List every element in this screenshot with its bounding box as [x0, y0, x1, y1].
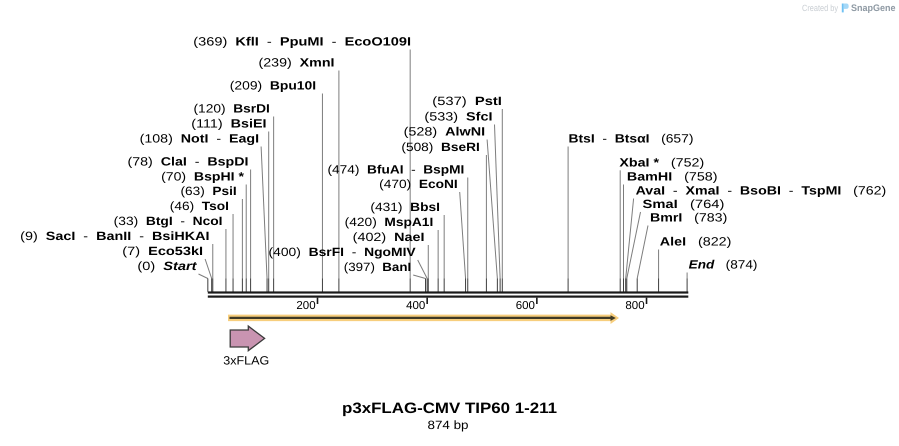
svg-text:400: 400	[406, 300, 425, 312]
svg-text:AleI (822): AleI (822)	[660, 235, 732, 249]
svg-text:p3xFLAG-CMV TIP60 1-211: p3xFLAG-CMV TIP60 1-211	[342, 400, 557, 417]
svg-text:AvaI - XmaI - BsoBI - Ts: AvaI - XmaI - BsoBI - TspMI (762)	[636, 184, 887, 198]
svg-text:(420) MspA1I: (420) MspA1I	[345, 215, 434, 229]
svg-text:End (874): End (874)	[689, 258, 758, 272]
svg-text:(508) BseRI: (508) BseRI	[401, 140, 479, 154]
svg-text:SmaI (764): SmaI (764)	[643, 197, 725, 211]
svg-text:(209) Bpu10I: (209) Bpu10I	[230, 79, 316, 93]
svg-text:800: 800	[625, 300, 644, 312]
svg-text:(402) NaeI: (402) NaeI	[353, 230, 425, 244]
svg-text:874 bp: 874 bp	[428, 418, 469, 432]
svg-text:SnapGene: SnapGene	[851, 3, 896, 14]
svg-text:(33) BtgI - NcoI: (33) BtgI - NcoI	[114, 214, 223, 228]
svg-text:BamHI (758): BamHI (758)	[627, 170, 718, 184]
svg-text:(537) PstI: (537) PstI	[432, 94, 502, 108]
svg-text:(108) NotI - EagI: (108) NotI - EagI	[140, 132, 260, 146]
svg-text:600: 600	[516, 300, 535, 312]
svg-text:(7) Eco53kI: (7) Eco53kI	[122, 244, 203, 258]
svg-text:(0) Start: (0) Start	[137, 259, 197, 273]
svg-text:(400) BsrFI - NgoMIV: (400) BsrFI - NgoMIV	[269, 245, 416, 259]
svg-text:(239) XmnI: (239) XmnI	[259, 56, 335, 70]
svg-text:(470) EcoNI: (470) EcoNI	[379, 177, 458, 191]
svg-text:200: 200	[296, 300, 315, 312]
svg-text:(533) SfcI: (533) SfcI	[424, 110, 492, 124]
svg-text:XbaI * (752): XbaI * (752)	[619, 155, 704, 169]
svg-text:Created by: Created by	[802, 3, 838, 13]
svg-text:(78) ClaI - BspDI: (78) ClaI - BspDI	[127, 155, 248, 169]
svg-text:BmrI (783): BmrI (783)	[650, 211, 727, 225]
svg-text:BtsI - BtsαI (657): BtsI - BtsαI (657)	[569, 132, 694, 146]
svg-text:3xFLAG: 3xFLAG	[223, 353, 269, 367]
svg-text:(70) BspHI *: (70) BspHI *	[161, 170, 244, 184]
svg-text:(63) PsiI: (63) PsiI	[181, 184, 237, 198]
svg-text:(120) BsrDI: (120) BsrDI	[193, 102, 269, 116]
svg-text:(474) BfuAI - BspMI: (474) BfuAI - BspMI	[328, 163, 465, 177]
svg-text:(111) BsiEI: (111) BsiEI	[191, 117, 266, 131]
svg-text:(397) BanI: (397) BanI	[344, 260, 411, 274]
svg-text:(369) KflI - PpuMI - EcoO: (369) KflI - PpuMI - EcoO109I	[193, 35, 411, 49]
svg-text:(528) AlwNI: (528) AlwNI	[404, 125, 486, 139]
svg-text:(46) TsoI: (46) TsoI	[170, 199, 229, 213]
svg-text:(9) SacI - BanII - BsiHKA: (9) SacI - BanII - BsiHKAI	[20, 229, 209, 243]
svg-text:(431) BbsI: (431) BbsI	[370, 200, 440, 214]
